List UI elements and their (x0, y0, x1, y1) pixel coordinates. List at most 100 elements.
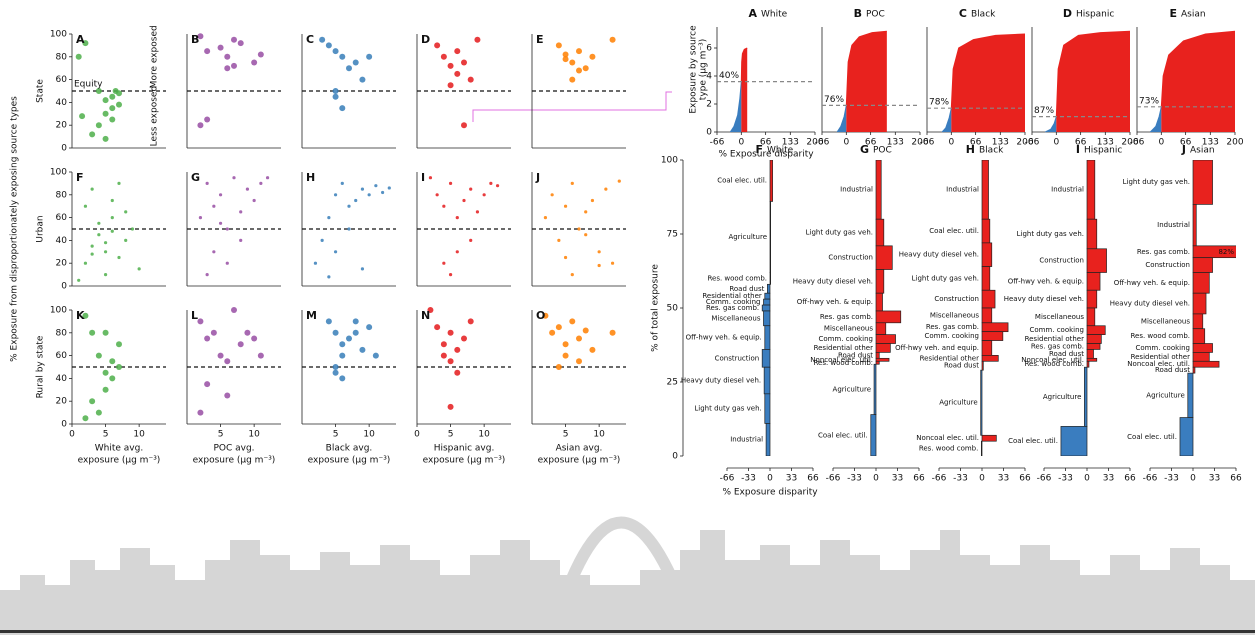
category-label: Heavy duty diesel veh. (793, 277, 873, 285)
point (332, 93, 339, 100)
bar (1192, 245, 1236, 259)
category-label: Agriculture (729, 233, 768, 241)
point (204, 116, 211, 123)
category-label: Residential other (1131, 353, 1191, 361)
point (325, 318, 332, 325)
category-label: Coal elec. util. (818, 431, 868, 439)
bar (981, 322, 1009, 333)
x-tick-label: -66 (920, 138, 935, 148)
point (428, 176, 433, 180)
x-tick-label: 133 (1097, 138, 1114, 148)
bar (1086, 248, 1107, 273)
bar (769, 272, 772, 285)
point (475, 210, 480, 214)
skyline-buildings (0, 530, 1255, 635)
bar (1060, 426, 1088, 456)
category-label: Heavy duty diesel veh. (899, 251, 979, 259)
point (197, 33, 204, 40)
point (204, 48, 211, 55)
x-tick-label: 66 (1230, 474, 1242, 484)
point (117, 255, 121, 260)
category-label: Off-hwy veh. & equip. (797, 298, 873, 306)
skyline-arch (549, 516, 696, 627)
x-tick-label: 0 (948, 138, 954, 148)
bar (1086, 307, 1096, 327)
point (448, 181, 453, 185)
point (103, 273, 108, 277)
panel-letter: D (421, 33, 430, 46)
point (332, 329, 339, 336)
bar (1086, 218, 1098, 250)
bar (763, 298, 771, 306)
bar (1086, 289, 1098, 309)
panel-title: White (767, 146, 794, 156)
point (89, 329, 96, 336)
area-line (950, 33, 1026, 109)
category-label: Res. gas comb. (1137, 248, 1190, 256)
category-label: Coal elec. util. (929, 227, 979, 235)
category-label: Residential other (1025, 335, 1085, 343)
panel-title: Asian (1181, 10, 1206, 20)
point (116, 364, 122, 370)
point (320, 238, 324, 242)
x-tick-label: 66 (1075, 138, 1087, 148)
panel-letter: A (748, 7, 757, 20)
point (609, 329, 616, 336)
point (346, 65, 352, 72)
bar (980, 440, 983, 456)
point (570, 273, 574, 277)
point (89, 398, 96, 405)
point (597, 250, 601, 254)
point (489, 181, 493, 185)
bar (875, 160, 882, 220)
bar (1192, 328, 1206, 344)
panel-letter: C (959, 7, 967, 20)
panel-letter: G (860, 143, 869, 156)
category-label: Heavy duty diesel veh. (1004, 295, 1084, 303)
x-tick-label: -66 (1025, 138, 1040, 148)
point (577, 227, 581, 231)
x-tick-label: 10 (248, 430, 260, 440)
bar (1192, 360, 1220, 368)
point (103, 241, 108, 245)
y-tick-label: 4 (706, 72, 712, 82)
point (124, 238, 128, 242)
threshold-label: 87% (1034, 106, 1054, 116)
point (339, 375, 346, 382)
bar (1086, 343, 1101, 350)
point (461, 122, 467, 129)
point (347, 227, 351, 231)
point (367, 193, 371, 197)
point (332, 364, 339, 370)
category-label: Agriculture (833, 385, 872, 393)
bar (1086, 334, 1102, 344)
category-label: Road dust (729, 285, 764, 293)
x-tick-label: 0 (767, 474, 773, 484)
category-label: Miscellaneous (930, 311, 979, 319)
bars (761, 160, 773, 456)
point (197, 122, 204, 129)
point (244, 329, 251, 336)
category-label: Res. gas comb. (706, 304, 759, 312)
y-tick-label: 80 (56, 190, 68, 200)
point (332, 88, 339, 94)
point (79, 113, 86, 120)
point (454, 346, 461, 353)
category-label: Industrial (946, 186, 979, 194)
panel-letter: C (306, 33, 314, 46)
point (597, 263, 601, 268)
row-label: Rural by state (36, 335, 46, 398)
y-tick-label: 0 (61, 282, 67, 292)
point (360, 267, 365, 271)
point (469, 238, 473, 242)
bar (1192, 366, 1196, 374)
point (440, 352, 447, 359)
point (231, 36, 237, 43)
point (562, 56, 569, 63)
area-fill (1161, 31, 1235, 133)
point (442, 261, 446, 265)
panel-letter: J (535, 171, 540, 184)
point (563, 255, 568, 260)
area-fill (942, 108, 952, 132)
point (569, 59, 576, 66)
